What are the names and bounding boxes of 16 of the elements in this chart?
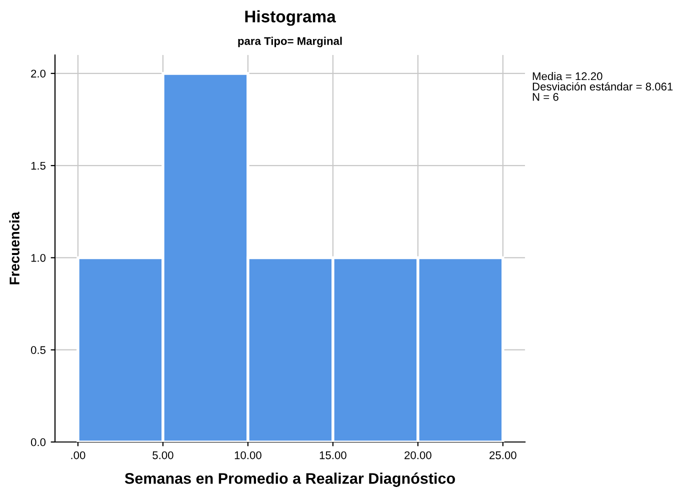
x-tick-label: 20.00: [404, 451, 432, 460]
x-tick-label: 5.00: [152, 451, 174, 460]
y-axis-title: Frecuencia: [9, 212, 20, 284]
x-axis-title: Semanas en Promedio a Realizar Diagnóstico: [124, 472, 455, 487]
chart-subtitle: para Tipo= Marginal: [238, 36, 342, 48]
y-tick-label: 1.5: [31, 162, 46, 170]
y-tick-label: 0.5: [30, 346, 46, 354]
y-tick-label: 1.0: [31, 254, 46, 262]
y-tick-label: 2.0: [31, 70, 46, 78]
x-tick-label: 15.00: [320, 451, 346, 460]
y-tick-label: 0.0: [30, 438, 46, 446]
x-tick-label: 10.00: [234, 451, 262, 460]
text: Media = 12.20 Desviación estándar = 8.061 N = 6: [532, 72, 673, 101]
x-tick-label: 25.00: [490, 451, 516, 460]
chart-title: Histograma: [245, 10, 336, 26]
x-tick-label: .00: [71, 451, 86, 460]
